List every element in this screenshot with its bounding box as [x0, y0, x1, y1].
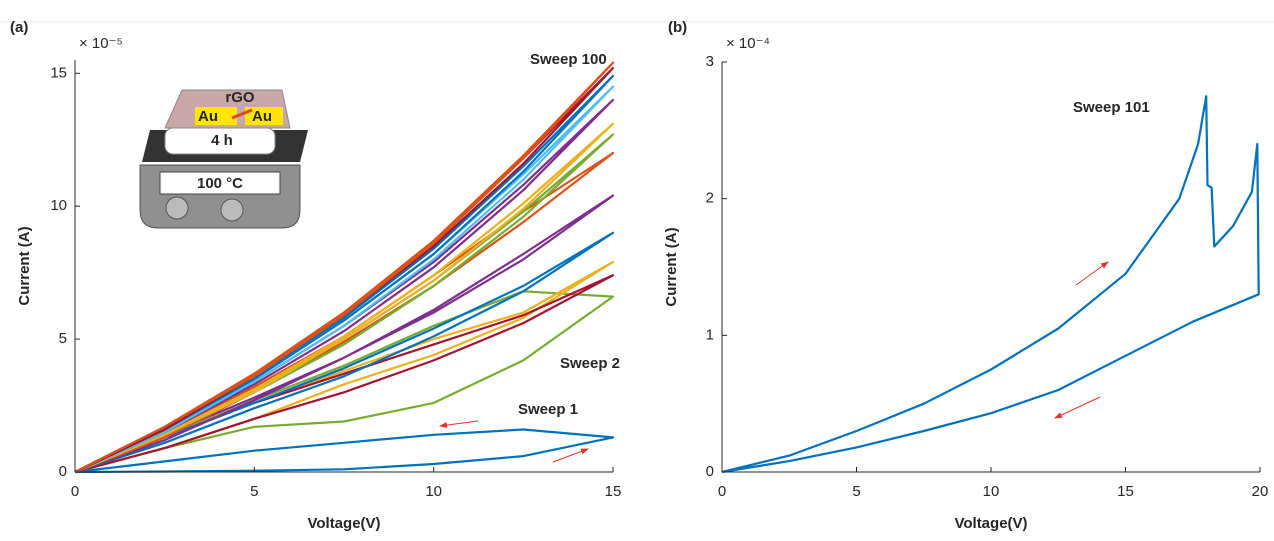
- x-axis-label: Voltage(V): [307, 515, 380, 532]
- data-line: [74, 194, 615, 474]
- annotation: Sweep 101: [1073, 99, 1150, 116]
- data-line: [74, 122, 615, 474]
- display: [159, 171, 281, 195]
- arrow: [552, 448, 589, 463]
- y-tick-label: 2: [706, 190, 714, 207]
- inset: [139, 89, 308, 229]
- arrows: [439, 261, 1109, 463]
- panel-label: (b): [668, 19, 687, 36]
- x-tick-label: 0: [718, 483, 726, 500]
- y-axis-label: Current (A): [16, 226, 33, 305]
- x-tick-label: 15: [1117, 483, 1134, 500]
- y-axis-label: Current (A): [663, 227, 680, 306]
- knob: [220, 198, 244, 222]
- pad: [245, 107, 283, 125]
- x-axis-label: Voltage(V): [954, 515, 1027, 532]
- y-tick-label: 5: [59, 330, 67, 347]
- rgo-strip: [231, 108, 253, 120]
- knob: [165, 196, 189, 220]
- annotation: Sweep 2: [560, 355, 620, 372]
- y-tick-label: 1: [706, 326, 714, 343]
- annotation: Sweep 1: [518, 401, 578, 418]
- x-tick-label: 5: [250, 483, 258, 500]
- data-line: [721, 95, 1260, 474]
- y-tick-label: 10: [50, 197, 67, 214]
- y-tick-label: 15: [50, 64, 67, 81]
- data-line: [74, 61, 615, 473]
- x-tick-label: 10: [425, 483, 442, 500]
- inset-label: Au: [252, 108, 272, 125]
- inset-label: 4 h: [211, 132, 233, 149]
- inset-label: Au: [198, 108, 218, 125]
- arrow: [1054, 396, 1101, 419]
- x-tick-label: 0: [71, 483, 79, 500]
- inset-label: rGO: [225, 89, 255, 106]
- y-multiplier: × 10⁻⁴: [726, 35, 770, 52]
- x-tick-label: 10: [983, 483, 1000, 500]
- y-tick-label: 0: [59, 463, 67, 480]
- x-tick-label: 20: [1252, 483, 1269, 500]
- annotation: Sweep 100: [530, 51, 607, 68]
- y-tick-label: 0: [706, 463, 714, 480]
- arrow: [1075, 261, 1109, 286]
- x-tick-label: 15: [605, 483, 622, 500]
- inset-label: 100 °C: [197, 175, 243, 192]
- y-multiplier: × 10⁻⁵: [79, 35, 123, 52]
- pad: [195, 107, 237, 125]
- data-line: [74, 231, 615, 474]
- x-tick-label: 5: [852, 483, 860, 500]
- arrow: [439, 420, 479, 429]
- panel-label: (a): [10, 19, 28, 36]
- y-tick-label: 3: [706, 53, 714, 70]
